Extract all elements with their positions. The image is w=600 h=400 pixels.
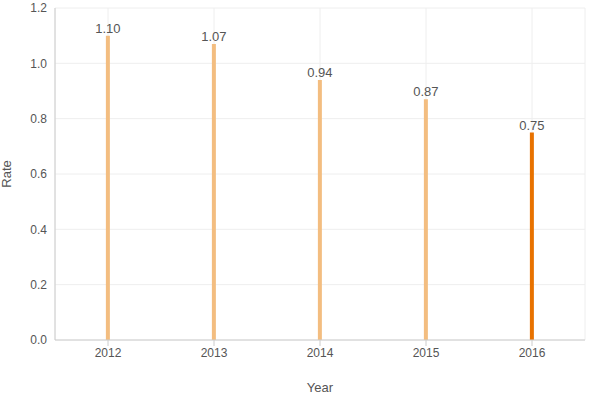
svg-text:0.75: 0.75 [519, 118, 544, 133]
svg-text:0.94: 0.94 [307, 65, 332, 80]
svg-text:1.2: 1.2 [30, 1, 47, 15]
svg-text:Rate: Rate [8, 160, 14, 187]
svg-text:0.2: 0.2 [30, 278, 47, 292]
svg-text:1.07: 1.07 [201, 29, 226, 44]
svg-text:2012: 2012 [95, 346, 122, 360]
svg-text:0.0: 0.0 [30, 333, 47, 347]
svg-text:1.0: 1.0 [30, 57, 47, 71]
svg-text:0.8: 0.8 [30, 112, 47, 126]
svg-text:0.6: 0.6 [30, 167, 47, 181]
svg-text:2015: 2015 [413, 346, 440, 360]
svg-text:2013: 2013 [201, 346, 228, 360]
svg-text:0.87: 0.87 [413, 84, 438, 99]
svg-text:2014: 2014 [307, 346, 334, 360]
svg-text:2016: 2016 [519, 346, 546, 360]
svg-text:1.10: 1.10 [95, 21, 120, 36]
svg-text:0.4: 0.4 [30, 223, 47, 237]
svg-text:Year: Year [307, 380, 334, 395]
